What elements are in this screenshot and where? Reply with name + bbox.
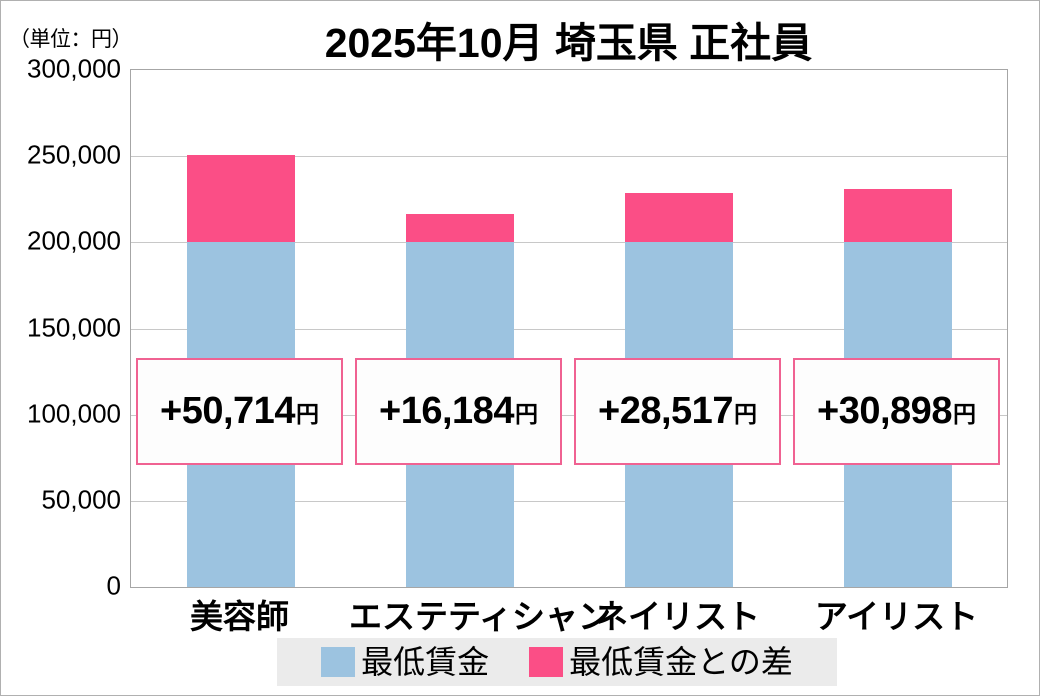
x-axis-label-3: ネイリスト: [595, 598, 760, 635]
data-label-unit: 円: [733, 400, 757, 427]
unit-label: （単位：円）: [9, 28, 133, 51]
bar-segment-difference: [624, 193, 733, 243]
data-label-value: +16,184: [379, 390, 514, 432]
y-axis-tick-label: 200,000: [27, 225, 121, 256]
data-label-box: +30,898 円: [793, 358, 1000, 465]
x-axis-label-2: エステティシャン: [349, 598, 612, 635]
gridline: [131, 414, 1007, 416]
data-label-unit: 円: [952, 400, 976, 427]
legend-label: 最低賃金との差: [569, 644, 793, 680]
gridline: [131, 242, 1007, 244]
y-axis-tick-label: 250,000: [27, 139, 121, 170]
gridline: [131, 328, 1007, 330]
y-axis-tick-label: 50,000: [41, 484, 121, 515]
x-axis-label-4: アイリスト: [814, 598, 979, 635]
data-label-box: +16,184 円: [355, 358, 562, 465]
data-label-unit: 円: [295, 400, 319, 427]
data-label-box: +50,714 円: [136, 358, 343, 465]
data-label-box: +28,517 円: [574, 358, 781, 465]
x-axis-label-1: 美容師: [190, 598, 289, 635]
legend-label: 最低賃金: [361, 644, 490, 680]
bar-segment-difference: [843, 189, 952, 243]
data-label-value: +50,714: [160, 390, 295, 432]
legend-swatch-difference: [529, 647, 564, 677]
data-label-value: +30,898: [817, 390, 952, 432]
data-label-unit: 円: [514, 400, 538, 427]
legend-item-2[interactable]: 最低賃金との差: [529, 646, 793, 678]
y-axis-tick-label: 300,000: [27, 53, 121, 84]
bar-segment-difference: [405, 214, 514, 243]
legend-item-1[interactable]: 最低賃金: [321, 646, 489, 678]
gridline: [131, 156, 1007, 158]
y-axis-tick-label: 100,000: [27, 398, 121, 429]
page-title: 2025年10月 埼玉県 正社員: [324, 20, 813, 66]
legend: 最低賃金 最低賃金との差: [277, 638, 837, 686]
y-axis-tick-label: 0: [106, 570, 121, 601]
data-label-value: +28,517: [598, 390, 733, 432]
gridline: [131, 500, 1007, 502]
legend-swatch-minimum-wage: [321, 647, 356, 677]
bar-segment-difference: [186, 154, 295, 243]
plot-area: [130, 69, 1008, 588]
y-axis-tick-label: 150,000: [27, 312, 121, 342]
